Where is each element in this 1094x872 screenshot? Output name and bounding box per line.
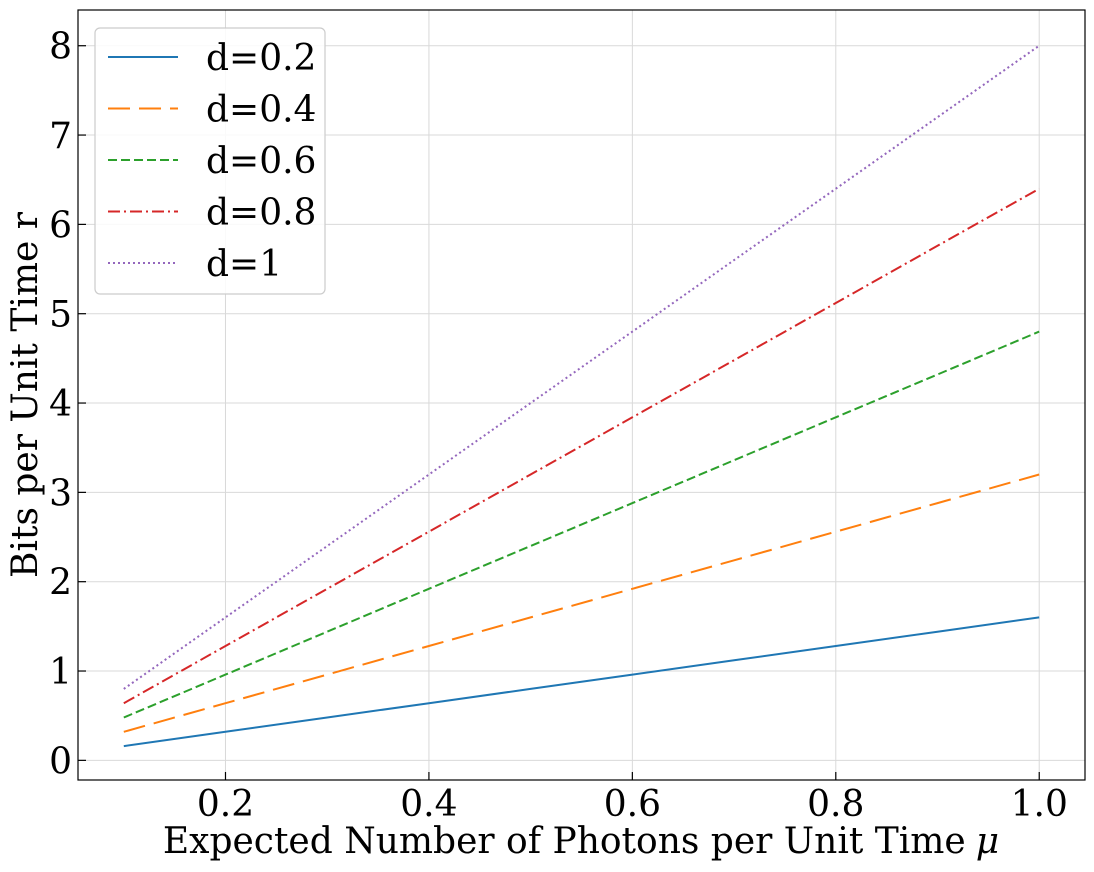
- y-tick-label: 5: [49, 295, 72, 336]
- legend-label: d=0.4: [206, 90, 316, 131]
- y-tick-label: 8: [49, 27, 72, 68]
- x-tick-label: 1.0: [1011, 784, 1068, 825]
- y-tick-label: 6: [49, 205, 72, 246]
- series-line-d=0.6: [123, 330, 1040, 719]
- series-line-d=0.8: [123, 187, 1040, 705]
- legend-box: [94, 27, 326, 295]
- x-axis-label-symbol: μ: [976, 821, 999, 862]
- x-axis-label-text: Expected Number of Photons per Unit Time: [163, 821, 966, 862]
- y-axis-label: Bits per Unit Time r: [5, 211, 46, 578]
- y-tick-label: 3: [49, 473, 72, 514]
- x-tick-label: 0.2: [197, 784, 254, 825]
- series-layer: [123, 44, 1040, 748]
- y-tick-label: 7: [49, 116, 72, 157]
- x-axis-label: Expected Number of Photons per Unit Time…: [163, 821, 999, 862]
- legend-label: d=0.6: [206, 141, 316, 182]
- series-line-d=1: [123, 44, 1040, 690]
- y-tick-label: 2: [49, 563, 72, 604]
- series-line-d=0.2: [123, 616, 1040, 748]
- plot-frame: [77, 9, 1086, 781]
- y-tick-label: 4: [49, 384, 72, 425]
- x-tick-label: 0.8: [807, 784, 864, 825]
- legend-label: d=1: [206, 244, 282, 285]
- legend: d=0.2 d=0.4 d=0.6 d=0.8 d=1: [94, 27, 326, 295]
- y-tick-label: 0: [49, 741, 72, 782]
- legend-label: d=0.2: [206, 38, 316, 79]
- tick-layer: 0.2 0.4 0.6 0.8 1.0 0 1 2 3 4 5 6 7 8: [49, 27, 1068, 825]
- x-tick-label: 0.4: [400, 784, 457, 825]
- legend-label: d=0.8: [206, 193, 316, 234]
- y-tick-label: 1: [49, 652, 72, 693]
- x-tick-label: 0.6: [604, 784, 661, 825]
- series-line-d=0.4: [123, 473, 1040, 733]
